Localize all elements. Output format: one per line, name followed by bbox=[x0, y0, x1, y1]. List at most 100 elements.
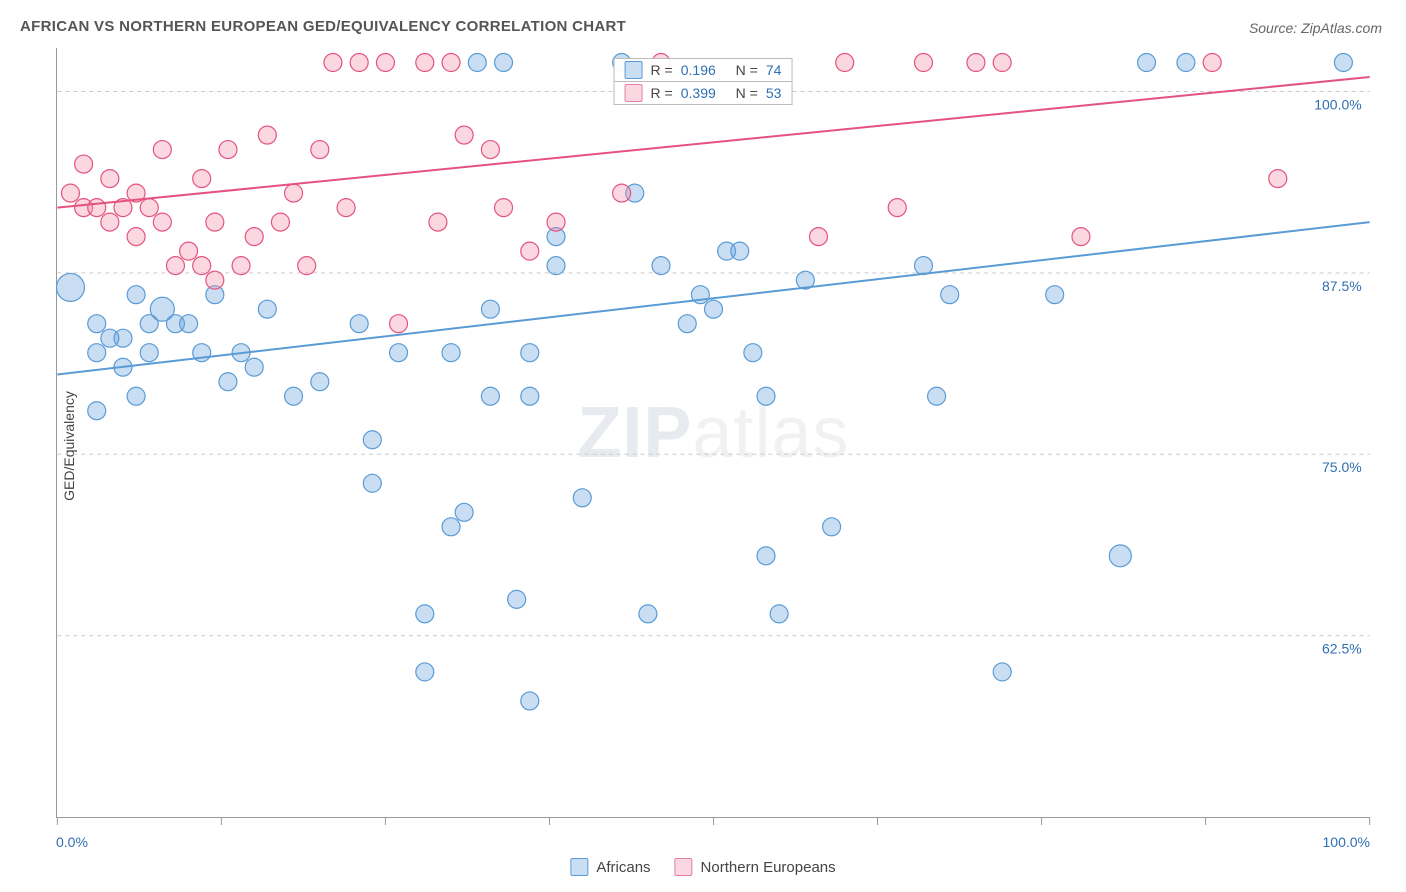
scatter-point bbox=[442, 54, 460, 72]
scatter-point bbox=[416, 54, 434, 72]
scatter-point bbox=[390, 315, 408, 333]
scatter-point bbox=[153, 141, 171, 159]
scatter-point bbox=[455, 503, 473, 521]
scatter-point bbox=[1109, 545, 1131, 567]
scatter-point bbox=[547, 257, 565, 275]
scatter-point bbox=[245, 228, 263, 246]
scatter-point bbox=[232, 257, 250, 275]
x-axis-max-label: 100.0% bbox=[1323, 834, 1370, 850]
svg-text:75.0%: 75.0% bbox=[1322, 459, 1362, 475]
scatter-point bbox=[1138, 54, 1156, 72]
scatter-point bbox=[219, 141, 237, 159]
scatter-point bbox=[416, 605, 434, 623]
n-label: N = bbox=[736, 62, 758, 78]
scatter-point bbox=[350, 315, 368, 333]
chart-wrapper: AFRICAN VS NORTHERN EUROPEAN GED/EQUIVAL… bbox=[0, 0, 1406, 892]
scatter-point bbox=[363, 474, 381, 492]
scatter-point bbox=[258, 300, 276, 318]
scatter-point bbox=[180, 242, 198, 260]
scatter-point bbox=[770, 605, 788, 623]
chart-title: AFRICAN VS NORTHERN EUROPEAN GED/EQUIVAL… bbox=[20, 18, 626, 35]
scatter-point bbox=[61, 184, 79, 202]
scatter-point bbox=[836, 54, 854, 72]
scatter-point bbox=[166, 257, 184, 275]
scatter-point bbox=[416, 663, 434, 681]
scatter-point bbox=[140, 315, 158, 333]
scatter-point bbox=[1334, 54, 1352, 72]
scatter-point bbox=[941, 286, 959, 304]
scatter-point bbox=[285, 387, 303, 405]
scatter-point bbox=[88, 199, 106, 217]
scatter-point bbox=[350, 54, 368, 72]
scatter-point bbox=[521, 242, 539, 260]
scatter-point bbox=[101, 170, 119, 188]
plot-svg: 62.5% 75.0% 87.5% 100.0% bbox=[57, 48, 1370, 817]
scatter-point bbox=[573, 489, 591, 507]
scatter-point bbox=[639, 605, 657, 623]
scatter-point bbox=[508, 590, 526, 608]
svg-text:87.5%: 87.5% bbox=[1322, 278, 1362, 294]
scatter-point bbox=[731, 242, 749, 260]
scatter-point bbox=[376, 54, 394, 72]
scatter-point bbox=[613, 184, 631, 202]
svg-text:100.0%: 100.0% bbox=[1314, 97, 1361, 113]
scatter-point bbox=[993, 663, 1011, 681]
scatter-point bbox=[127, 228, 145, 246]
scatter-point bbox=[285, 184, 303, 202]
scatter-point bbox=[219, 373, 237, 391]
scatter-point bbox=[521, 692, 539, 710]
scatter-point bbox=[258, 126, 276, 144]
scatter-point bbox=[363, 431, 381, 449]
scatter-point bbox=[521, 344, 539, 362]
scatter-point bbox=[56, 273, 84, 301]
n-label: N = bbox=[736, 85, 758, 101]
scatter-point bbox=[705, 300, 723, 318]
r-label: R = bbox=[651, 85, 673, 101]
scatter-point bbox=[127, 387, 145, 405]
legend-item: Northern Europeans bbox=[675, 858, 836, 876]
scatter-point bbox=[481, 300, 499, 318]
scatter-point bbox=[88, 315, 106, 333]
scatter-point bbox=[442, 344, 460, 362]
svg-text:62.5%: 62.5% bbox=[1322, 641, 1362, 657]
scatter-point bbox=[271, 213, 289, 231]
scatter-point bbox=[311, 373, 329, 391]
scatter-point bbox=[652, 257, 670, 275]
scatter-point bbox=[481, 141, 499, 159]
scatter-point bbox=[193, 257, 211, 275]
scatter-point bbox=[744, 344, 762, 362]
legend-swatch-pink bbox=[675, 858, 693, 876]
scatter-point bbox=[757, 547, 775, 565]
scatter-point bbox=[757, 387, 775, 405]
legend-row: R = 0.196 N = 74 bbox=[614, 58, 793, 82]
scatter-point bbox=[1269, 170, 1287, 188]
scatter-point bbox=[88, 344, 106, 362]
scatter-point bbox=[495, 199, 513, 217]
scatter-point bbox=[1203, 54, 1221, 72]
correlation-legend: R = 0.196 N = 74 R = 0.399 N = 53 bbox=[614, 58, 793, 105]
legend-label: Northern Europeans bbox=[701, 859, 836, 876]
scatter-point bbox=[206, 271, 224, 289]
scatter-point bbox=[823, 518, 841, 536]
scatter-point bbox=[914, 257, 932, 275]
scatter-point bbox=[967, 54, 985, 72]
legend-swatch-pink bbox=[625, 84, 643, 102]
source-label: Source: ZipAtlas.com bbox=[1249, 20, 1382, 36]
x-axis-min-label: 0.0% bbox=[56, 834, 88, 850]
n-value: 53 bbox=[766, 85, 782, 101]
scatter-point bbox=[678, 315, 696, 333]
scatter-point bbox=[442, 518, 460, 536]
r-label: R = bbox=[651, 62, 673, 78]
scatter-point bbox=[75, 155, 93, 173]
scatter-point bbox=[324, 54, 342, 72]
legend-swatch-blue bbox=[570, 858, 588, 876]
legend-swatch-blue bbox=[625, 61, 643, 79]
scatter-point bbox=[337, 199, 355, 217]
scatter-point bbox=[88, 402, 106, 420]
scatter-point bbox=[1072, 228, 1090, 246]
scatter-point bbox=[429, 213, 447, 231]
scatter-point bbox=[809, 228, 827, 246]
scatter-point bbox=[468, 54, 486, 72]
plot-area: ZIPatlas 62.5%75.0%87.5%100.0% bbox=[56, 48, 1370, 818]
scatter-point bbox=[993, 54, 1011, 72]
